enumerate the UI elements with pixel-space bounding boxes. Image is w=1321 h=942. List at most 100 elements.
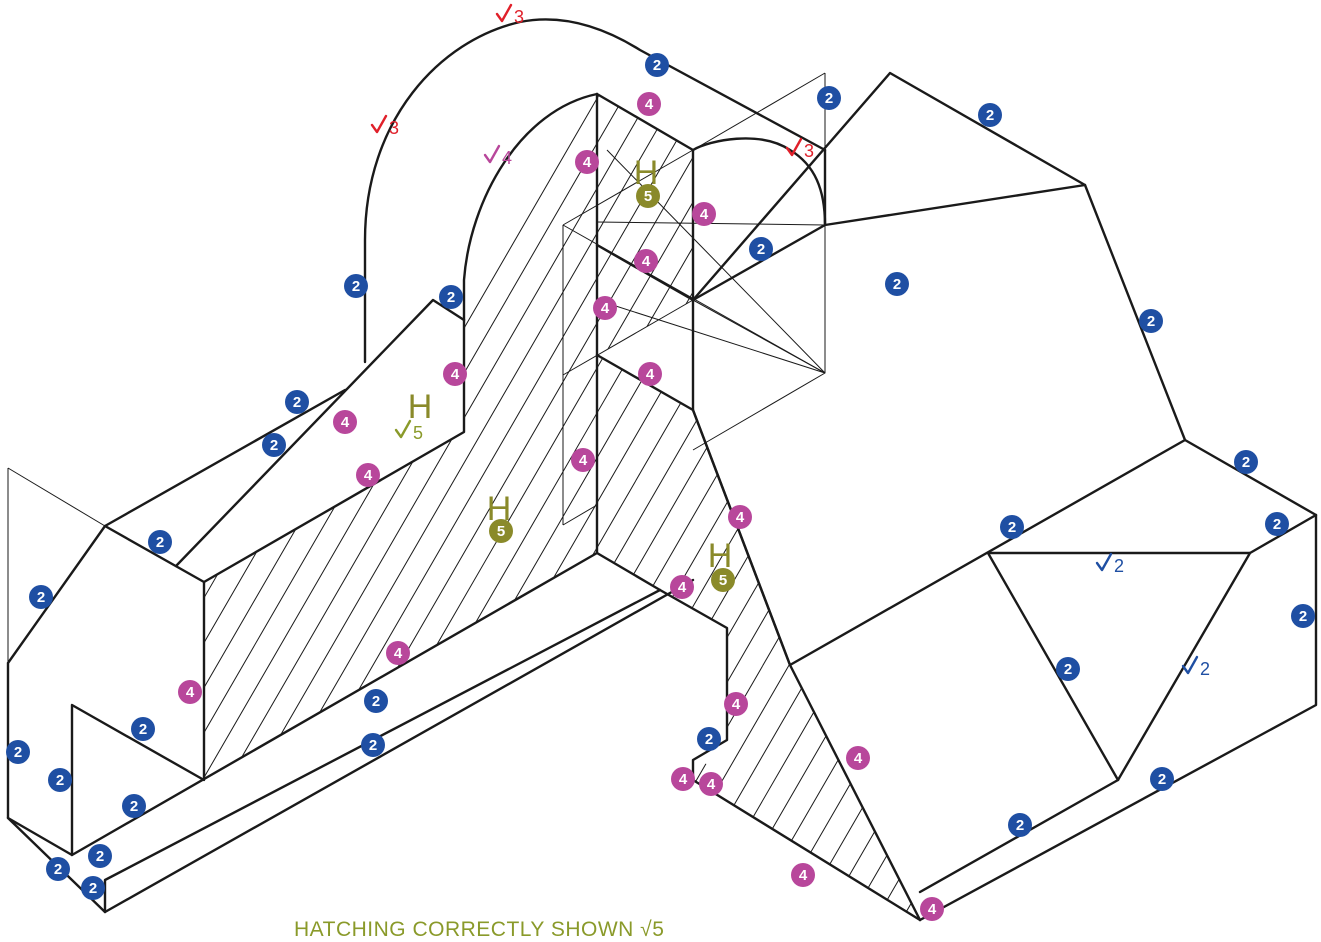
svg-text:2: 2 (757, 241, 765, 258)
mark-4-badge: 4 (670, 575, 694, 599)
mark-4-badge: 4 (571, 448, 595, 472)
svg-text:4: 4 (579, 452, 588, 469)
mark-4-badge: 4 (634, 249, 658, 273)
mark-2-badge: 2 (1000, 515, 1024, 539)
mark-2-badge: 2 (978, 103, 1002, 127)
mark-4-badge: 4 (846, 746, 870, 770)
mark-4-badge: 4 (593, 296, 617, 320)
svg-text:2: 2 (705, 731, 713, 748)
svg-text:4: 4 (854, 750, 863, 767)
mark-2-badge: 2 (1265, 512, 1289, 536)
hatch-letter: H (708, 537, 733, 575)
svg-text:2: 2 (352, 278, 360, 295)
svg-text:4: 4 (601, 300, 610, 317)
mark-2-badge: 2 (148, 530, 172, 554)
construction-lines (7, 72, 826, 663)
mark-4-badge: 4 (638, 362, 662, 386)
mark-2-badge: 2 (81, 876, 105, 900)
tick-3: 3 (495, 3, 524, 27)
mark-4-badge: 4 (791, 863, 815, 887)
hatch-letter: H (487, 490, 512, 528)
mark-4-badge: 4 (692, 202, 716, 226)
mark-4-badge: 4 (356, 463, 380, 487)
svg-text:4: 4 (799, 867, 808, 884)
mark-4-badge: 4 (699, 772, 723, 796)
mark-4-badge: 4 (386, 641, 410, 665)
mark-2-badge: 2 (817, 86, 841, 110)
svg-text:4: 4 (732, 696, 741, 713)
mark-5-badge: 5 (636, 184, 660, 208)
svg-text:2: 2 (653, 57, 661, 74)
tick-5: 5 (394, 419, 423, 443)
svg-text:2: 2 (37, 589, 45, 606)
svg-text:4: 4 (678, 579, 687, 596)
mark-2-badge: 2 (645, 53, 669, 77)
svg-text:4: 4 (502, 148, 512, 168)
svg-text:4: 4 (341, 414, 350, 431)
svg-text:5: 5 (413, 423, 423, 443)
svg-text:2: 2 (1016, 817, 1024, 834)
svg-text:2: 2 (89, 880, 97, 897)
svg-text:2: 2 (96, 848, 104, 865)
mark-2-badge: 2 (48, 768, 72, 792)
mark-2-badge: 2 (122, 794, 146, 818)
mark-2-badge: 2 (131, 717, 155, 741)
mark-4-badge: 4 (728, 505, 752, 529)
mark-2-badge: 2 (29, 585, 53, 609)
mark-2-badge: 2 (88, 844, 112, 868)
svg-text:4: 4 (700, 206, 709, 223)
mark-4-badge: 4 (178, 680, 202, 704)
mark-2-badge: 2 (364, 689, 388, 713)
mark-2-badge: 2 (697, 727, 721, 751)
mark-2-badge: 2 (1139, 309, 1163, 333)
mark-4-badge: 4 (920, 897, 944, 921)
svg-text:5: 5 (644, 188, 652, 205)
mark-4-badge: 4 (443, 362, 467, 386)
svg-text:4: 4 (583, 154, 592, 171)
svg-text:4: 4 (928, 901, 937, 918)
svg-text:4: 4 (364, 467, 373, 484)
mark-2-badge: 2 (885, 272, 909, 296)
mark-4-badge: 4 (671, 767, 695, 791)
svg-text:2: 2 (447, 289, 455, 306)
svg-text:2: 2 (139, 721, 147, 738)
hatch-mark-layer: H H H H (408, 154, 733, 575)
mark-2-badge: 2 (1056, 657, 1080, 681)
svg-text:4: 4 (736, 509, 745, 526)
object-outline (6, 18, 1318, 922)
svg-text:3: 3 (389, 118, 399, 138)
svg-text:2: 2 (54, 861, 62, 878)
mark-2-badge: 2 (344, 274, 368, 298)
svg-text:2: 2 (156, 534, 164, 551)
svg-text:4: 4 (451, 366, 460, 383)
mark-2-badge: 2 (1008, 813, 1032, 837)
svg-text:2: 2 (1299, 608, 1307, 625)
svg-text:2: 2 (1064, 661, 1072, 678)
caption: HATCHING CORRECTLY SHOWN √5 (294, 918, 665, 941)
svg-text:2: 2 (1147, 313, 1155, 330)
svg-text:2: 2 (1114, 556, 1124, 576)
tick-2: 2 (1181, 655, 1210, 679)
mark-2-badge: 2 (439, 285, 463, 309)
svg-text:2: 2 (369, 737, 377, 754)
mark-2-badge: 2 (1150, 767, 1174, 791)
svg-text:4: 4 (394, 645, 403, 662)
svg-text:2: 2 (130, 798, 138, 815)
svg-text:2: 2 (372, 693, 380, 710)
mark-2-badge: 2 (361, 733, 385, 757)
svg-text:2: 2 (293, 394, 301, 411)
svg-text:4: 4 (679, 771, 688, 788)
mark-5-badge: 5 (489, 519, 513, 543)
svg-text:3: 3 (514, 7, 524, 27)
svg-text:2: 2 (986, 107, 994, 124)
svg-text:5: 5 (497, 523, 505, 540)
svg-text:2: 2 (893, 276, 901, 293)
mark-2-badge: 2 (6, 740, 30, 764)
svg-text:2: 2 (825, 90, 833, 107)
svg-text:4: 4 (642, 253, 651, 270)
svg-text:4: 4 (186, 684, 195, 701)
svg-text:2: 2 (1200, 659, 1210, 679)
svg-text:2: 2 (270, 437, 278, 454)
